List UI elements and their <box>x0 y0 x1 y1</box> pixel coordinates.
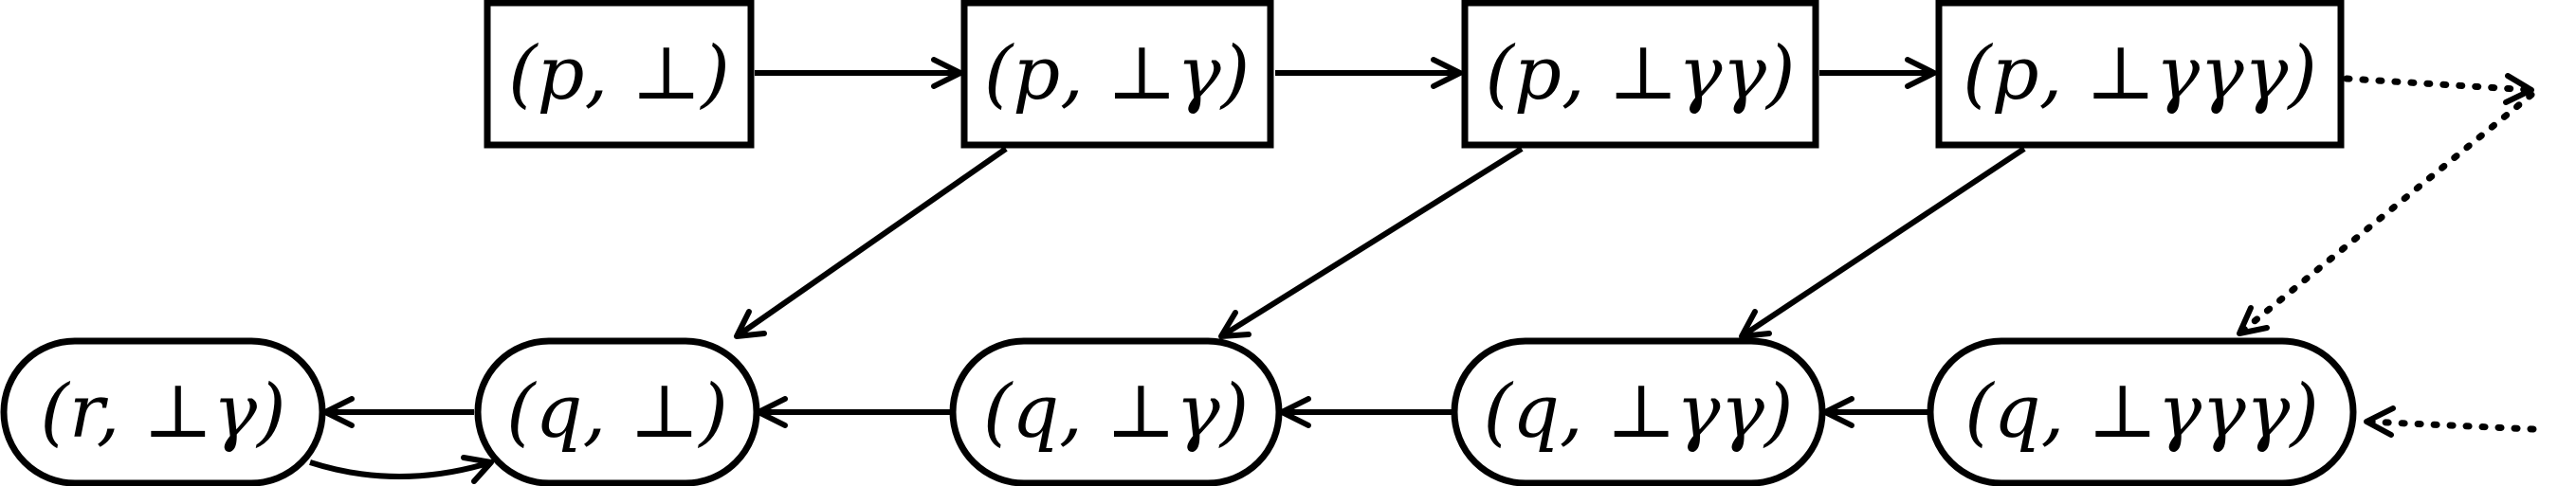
state-p-bot-gg: (p, ⊥γγ) <box>1461 0 1819 149</box>
arrowhead-p-bot-g <box>931 57 963 89</box>
state-p-bot-g: (p, ⊥γ) <box>960 0 1274 149</box>
state-label: (q, ⊥γ) <box>983 369 1249 455</box>
state-q-bot-ggg: (q, ⊥γγγ) <box>1927 337 2357 486</box>
state-label: (p, ⊥γγγ) <box>1963 31 2317 117</box>
arrowhead-continuation-top <box>2503 73 2534 105</box>
edge-p-bot-ggg-to-continuation <box>2343 75 2535 94</box>
arrowhead-p-bot-ggg <box>1905 57 1937 89</box>
edge-continuation-bottom-to-q-bot-ggg <box>2363 418 2537 433</box>
arrowhead-p-bot-gg <box>1431 57 1463 89</box>
state-p-bot: (p, ⊥) <box>484 0 755 149</box>
edge-p-bot-g-to-q-bot <box>735 146 1008 339</box>
arrowhead-q-bot-diag <box>734 309 767 339</box>
state-p-bot-ggg: (p, ⊥γγγ) <box>1935 0 2345 149</box>
state-label: (q, ⊥γγ) <box>1484 369 1794 455</box>
edge-p-bot-ggg-to-q-bot-gg <box>1740 146 2026 339</box>
arrowhead-q-bot-ggg-right <box>2364 405 2396 438</box>
state-label: (q, ⊥γγγ) <box>1964 369 2319 455</box>
edges <box>309 57 2537 484</box>
state-label: (q, ⊥) <box>506 369 728 455</box>
state-q-bot-gg: (q, ⊥γγ) <box>1451 337 1826 486</box>
state-q-bot: (q, ⊥) <box>474 337 760 486</box>
arrowhead-q-bot-g-diag <box>1218 310 1251 339</box>
arrowhead-q-bot-curved <box>461 455 494 484</box>
edge-r-bot-g-to-q-bot-curved <box>309 459 492 479</box>
state-label: (r, ⊥γ) <box>40 369 285 455</box>
arrowhead-q-bot-gg-diag <box>1739 309 1772 339</box>
arrowhead-q-bot-ggg-top <box>2237 305 2270 336</box>
state-q-bot-g: (q, ⊥γ) <box>949 337 1283 486</box>
state-label: (p, ⊥γγ) <box>1486 31 1796 117</box>
edge-p-bot-gg-to-q-bot-g <box>1219 146 1524 339</box>
edge-continuation-to-q-bot-ggg <box>2236 91 2535 337</box>
state-label: (p, ⊥γ) <box>984 31 1250 117</box>
state-label: (p, ⊥) <box>508 31 730 117</box>
state-r-bot-g: (r, ⊥γ) <box>0 337 326 486</box>
nodes: (p, ⊥) (p, ⊥γ) (p, ⊥γγ) (p, ⊥γγγ) (r, ⊥γ… <box>0 0 2357 486</box>
